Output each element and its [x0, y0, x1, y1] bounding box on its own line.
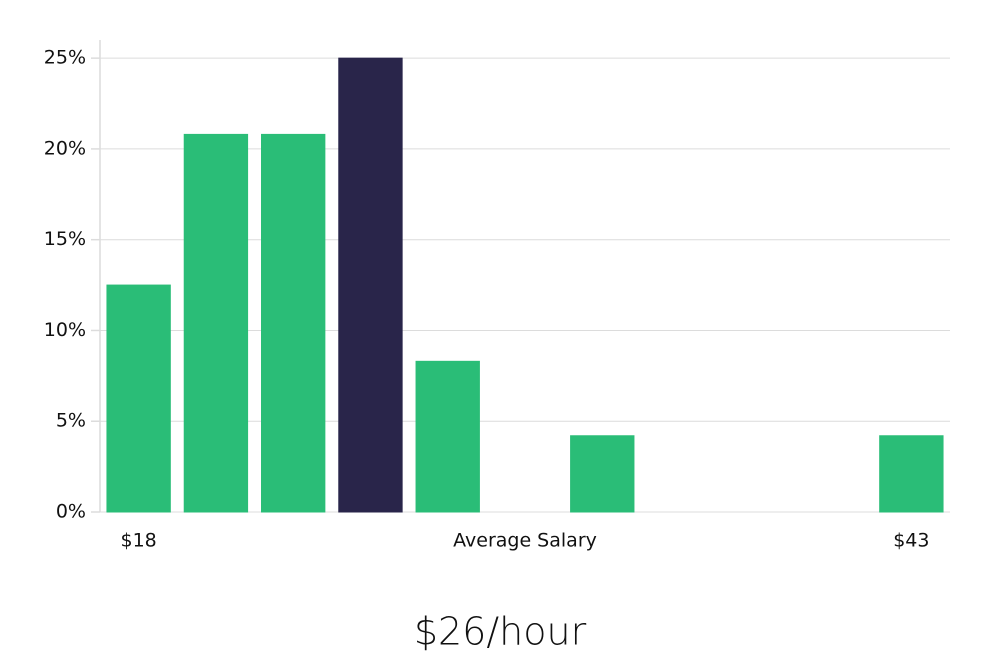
y-tick-label: 15% — [44, 228, 86, 250]
y-tick-label: 10% — [44, 319, 86, 341]
x-tick-label: $18 — [121, 530, 157, 552]
x-axis-label: Average Salary — [453, 530, 597, 552]
y-tick-label: 0% — [56, 501, 86, 523]
y-tick-label: 25% — [44, 47, 86, 69]
x-tick-label: $43 — [893, 530, 929, 552]
bar — [338, 57, 403, 513]
y-tick-label: 5% — [56, 410, 86, 432]
bar — [570, 435, 635, 513]
bar — [183, 133, 249, 513]
bar — [415, 360, 480, 513]
bar — [106, 284, 171, 513]
average-annotation: $26/hour — [414, 610, 587, 654]
bar — [879, 435, 944, 513]
y-tick-label: 20% — [44, 137, 86, 159]
bar — [261, 133, 326, 513]
